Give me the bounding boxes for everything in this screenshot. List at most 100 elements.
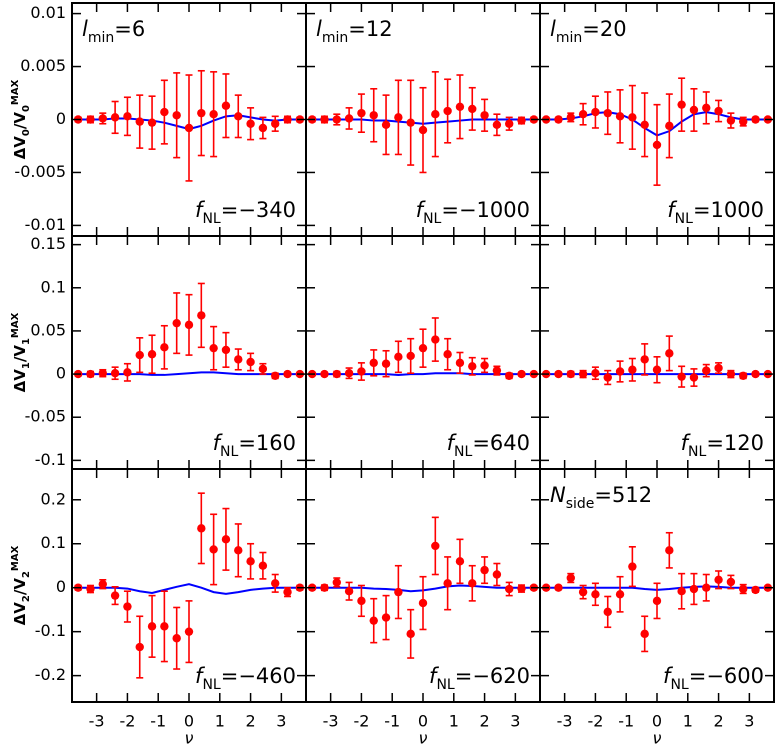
y-tick-label: 0 bbox=[56, 364, 66, 383]
data-point bbox=[517, 116, 526, 125]
x-tick-label: -3 bbox=[89, 712, 105, 731]
annotation-subscript: NL bbox=[202, 211, 220, 227]
annotation-value: =−620 bbox=[455, 664, 530, 688]
data-point bbox=[628, 562, 637, 571]
annotation-subscript: side bbox=[566, 496, 595, 512]
data-point bbox=[628, 113, 637, 122]
y-tick-label: 0 bbox=[56, 577, 66, 596]
data-point bbox=[246, 357, 255, 367]
annotation-symbol: f bbox=[429, 664, 440, 688]
annotation: Nside=512 bbox=[550, 483, 652, 512]
annotation-value: =160 bbox=[238, 431, 296, 455]
annotation-value: =640 bbox=[472, 431, 530, 455]
annotation: fNL=640 bbox=[447, 431, 530, 460]
y-tick-label: -0.2 bbox=[35, 665, 66, 684]
data-point bbox=[505, 371, 514, 380]
x-tick-label: 2 bbox=[713, 712, 723, 731]
data-point bbox=[615, 112, 625, 121]
data-point bbox=[332, 578, 341, 587]
panel bbox=[541, 335, 773, 388]
data-point bbox=[246, 119, 255, 128]
panel bbox=[307, 71, 539, 174]
x-tick-label: 3 bbox=[744, 712, 754, 731]
data-point bbox=[702, 366, 711, 375]
data-point bbox=[455, 102, 465, 111]
annotation-value: =20 bbox=[582, 17, 626, 41]
y-axis-label-part: MAX bbox=[10, 79, 21, 105]
annotation-symbol: l bbox=[82, 17, 88, 41]
data-point bbox=[714, 363, 723, 373]
y-tick-label: -0.05 bbox=[25, 407, 66, 426]
annotation-subscript: NL bbox=[436, 677, 454, 693]
data-point bbox=[418, 598, 428, 608]
data-point bbox=[258, 561, 268, 570]
annotation-subscript: NL bbox=[688, 444, 706, 460]
data-point bbox=[615, 367, 625, 376]
annotation-subscript: NL bbox=[675, 211, 693, 227]
data-point bbox=[234, 355, 243, 364]
data-point bbox=[591, 369, 600, 378]
data-point bbox=[418, 343, 428, 353]
data-point bbox=[455, 557, 465, 566]
data-point bbox=[406, 351, 415, 361]
data-point bbox=[689, 584, 699, 594]
data-point bbox=[751, 585, 760, 595]
data-point bbox=[431, 335, 440, 344]
y-axis-label-part: 1 bbox=[21, 362, 32, 369]
x-tick-label: -2 bbox=[119, 712, 135, 731]
y-axis-label-part: /V bbox=[11, 578, 29, 595]
panel bbox=[307, 516, 539, 659]
y-axis-label-part: /V bbox=[11, 112, 29, 129]
annotation-symbol: f bbox=[416, 198, 427, 222]
data-point bbox=[394, 113, 403, 122]
annotation: fNL=−460 bbox=[195, 664, 296, 693]
data-point bbox=[480, 111, 489, 120]
data-point bbox=[615, 590, 625, 599]
data-point bbox=[135, 117, 144, 126]
data-point bbox=[702, 103, 711, 113]
data-point bbox=[258, 364, 268, 374]
data-point bbox=[369, 111, 378, 120]
annotation-symbol: f bbox=[195, 198, 206, 222]
data-point bbox=[726, 116, 736, 125]
y-axis-label-part: 0 bbox=[21, 129, 32, 136]
data-point bbox=[406, 118, 415, 127]
data-point bbox=[652, 596, 662, 606]
annotation-value: =120 bbox=[706, 431, 764, 455]
annotation-subscript: min bbox=[556, 30, 582, 46]
data-point bbox=[443, 350, 452, 359]
data-point bbox=[357, 108, 366, 118]
data-point bbox=[640, 629, 649, 639]
data-point bbox=[443, 106, 452, 116]
data-point bbox=[221, 101, 231, 110]
annotation-value: =6 bbox=[114, 17, 145, 41]
data-point bbox=[332, 115, 341, 124]
y-tick-label: 0.1 bbox=[41, 277, 66, 296]
data-point bbox=[332, 369, 341, 379]
data-point bbox=[123, 112, 132, 121]
y-axis-label-part: 2 bbox=[21, 571, 32, 578]
x-tick-label: 0 bbox=[418, 712, 428, 731]
annotation-value: =−340 bbox=[221, 198, 296, 222]
panel bbox=[541, 77, 773, 186]
data-point bbox=[591, 590, 600, 599]
data-point bbox=[603, 108, 612, 118]
data-point bbox=[234, 112, 243, 121]
panel bbox=[541, 531, 773, 653]
x-tick-label: -1 bbox=[618, 712, 634, 731]
data-point bbox=[381, 613, 391, 622]
data-point bbox=[394, 352, 403, 362]
x-tick-label: 1 bbox=[683, 712, 693, 731]
data-point bbox=[344, 587, 354, 596]
y-tick-label: 0.05 bbox=[30, 320, 66, 339]
y-axis-label: ΔV0/V0MAX bbox=[10, 79, 32, 159]
data-point bbox=[505, 119, 514, 128]
annotation: fNL=−600 bbox=[663, 664, 764, 693]
panel bbox=[307, 317, 539, 381]
data-point bbox=[320, 583, 329, 592]
x-tick-label: -3 bbox=[557, 712, 573, 731]
x-tick-label: 1 bbox=[449, 712, 459, 731]
data-point bbox=[283, 115, 292, 124]
data-point bbox=[677, 372, 686, 381]
data-point bbox=[394, 587, 403, 597]
